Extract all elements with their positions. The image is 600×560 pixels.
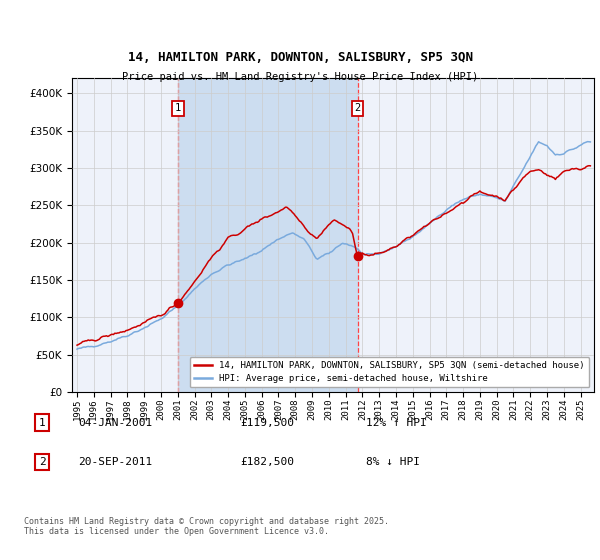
Legend: 14, HAMILTON PARK, DOWNTON, SALISBURY, SP5 3QN (semi-detached house), HPI: Avera: 14, HAMILTON PARK, DOWNTON, SALISBURY, S… xyxy=(190,357,589,388)
Text: 2: 2 xyxy=(38,457,46,467)
Text: Price paid vs. HM Land Registry's House Price Index (HPI): Price paid vs. HM Land Registry's House … xyxy=(122,72,478,82)
Text: £182,500: £182,500 xyxy=(240,457,294,467)
Text: Contains HM Land Registry data © Crown copyright and database right 2025.
This d: Contains HM Land Registry data © Crown c… xyxy=(24,517,389,536)
Text: 20-SEP-2011: 20-SEP-2011 xyxy=(78,457,152,467)
Text: 1: 1 xyxy=(38,418,46,428)
Text: 8% ↓ HPI: 8% ↓ HPI xyxy=(366,457,420,467)
Text: 12% ↑ HPI: 12% ↑ HPI xyxy=(366,418,427,428)
Text: 04-JAN-2001: 04-JAN-2001 xyxy=(78,418,152,428)
Text: 14, HAMILTON PARK, DOWNTON, SALISBURY, SP5 3QN: 14, HAMILTON PARK, DOWNTON, SALISBURY, S… xyxy=(128,52,473,64)
Text: 2: 2 xyxy=(355,103,361,113)
Text: 1: 1 xyxy=(175,103,181,113)
Text: £119,500: £119,500 xyxy=(240,418,294,428)
Bar xyxy=(178,78,358,392)
